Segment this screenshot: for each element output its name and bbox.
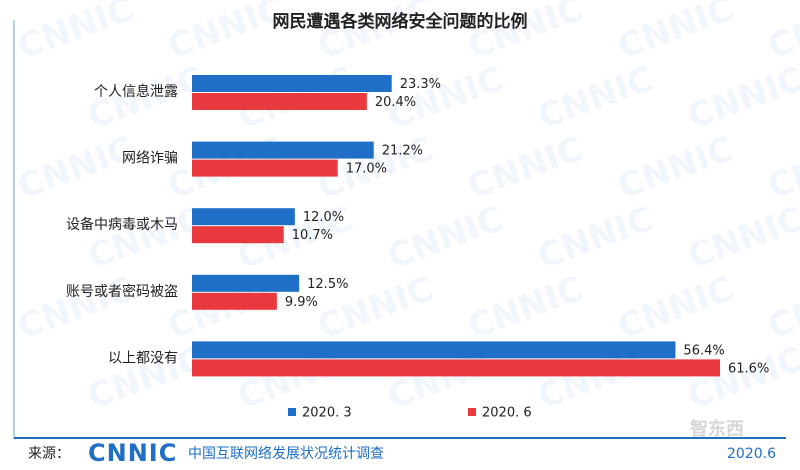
source-prefix: 来源：: [28, 446, 70, 462]
category-label: 设备中病毒或木马: [66, 216, 178, 233]
bar: [192, 208, 295, 226]
watermark-logo: CNNIC: [763, 0, 800, 67]
watermark-logo: CNNIC: [463, 0, 589, 67]
bar: [192, 75, 392, 92]
watermark-logo: CNNIC: [383, 199, 509, 277]
bar: [192, 341, 676, 359]
bar: [192, 93, 367, 110]
watermark-logo: CNNIC: [463, 129, 589, 207]
watermark-logo: CNNIC: [613, 0, 739, 67]
value-label: 20.4%: [375, 95, 416, 110]
value-label: 56.4%: [683, 343, 724, 358]
bar: [192, 292, 277, 310]
legend-swatch: [468, 408, 476, 416]
legend-label: 2020. 3: [302, 406, 352, 421]
watermark-logo: CNNIC: [13, 0, 139, 67]
watermark-logo: CNNIC: [763, 129, 800, 207]
value-label: 61.6%: [728, 361, 769, 376]
value-label: 12.5%: [307, 277, 348, 292]
legend-swatch: [288, 408, 296, 416]
bar: [192, 141, 374, 159]
watermark-logo: CNNIC: [13, 269, 139, 347]
value-label: 12.0%: [303, 210, 344, 225]
bar: [192, 226, 284, 244]
value-label: 23.3%: [400, 77, 441, 92]
watermark-logo: CNNIC: [463, 269, 589, 347]
value-label: 21.2%: [382, 144, 423, 159]
watermark-logo: CNNIC: [83, 199, 209, 277]
watermark-logo: CNNIC: [683, 59, 800, 137]
category-label: 个人信息泄露: [94, 83, 178, 100]
watermark-logo: CNNIC: [533, 199, 659, 277]
watermark-logo: CNNIC: [163, 0, 289, 67]
watermark-logo: CNNIC: [763, 269, 800, 347]
watermark: 智东西: [690, 418, 744, 440]
chart-title: 网民遭遇各类网络安全问题的比例: [273, 11, 528, 32]
source-logo: CNNIC: [88, 439, 177, 467]
category-label: 账号或者密码被盗: [66, 283, 178, 300]
date: 2020.6: [727, 446, 776, 462]
source-text: 中国互联网络发展状况统计调查: [188, 446, 384, 462]
watermark-logo: CNNIC: [683, 199, 800, 277]
watermark-logo: CNNIC: [613, 269, 739, 347]
bar: [192, 274, 300, 292]
bar: [192, 359, 720, 377]
category-label: 以上都没有: [108, 350, 178, 366]
value-label: 17.0%: [346, 162, 387, 177]
watermark-logo: CNNIC: [613, 129, 739, 207]
value-label: 9.9%: [285, 295, 318, 310]
value-label: 10.7%: [292, 228, 333, 243]
bar: [192, 159, 338, 177]
watermark-logo: CNNIC: [313, 0, 439, 67]
legend-label: 2020. 6: [482, 406, 532, 421]
category-label: 网络诈骗: [122, 151, 178, 167]
watermark-logo: CNNIC: [533, 59, 659, 137]
watermark-logo: CNNIC: [13, 129, 139, 207]
